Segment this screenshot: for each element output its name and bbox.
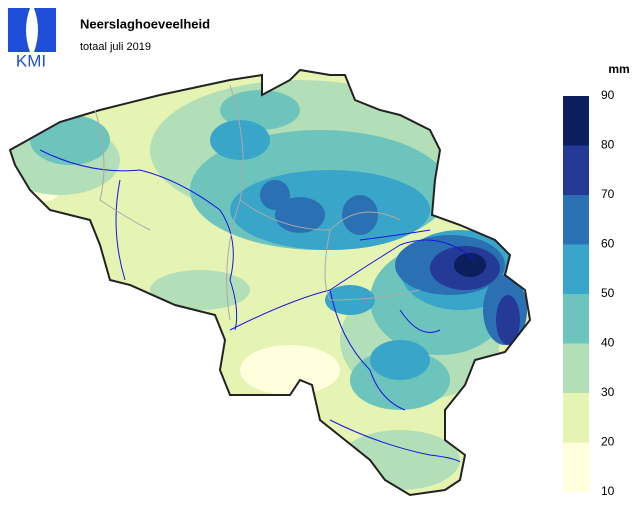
legend-swatch	[563, 145, 589, 195]
legend-tick-label: 50	[601, 286, 615, 300]
legend-tick-label: 30	[601, 385, 615, 399]
rain-map	[10, 70, 530, 495]
province-borders	[94, 84, 421, 321]
rivers	[39, 149, 476, 463]
legend: 10 20 30 40 50 60 70 80 90	[563, 88, 615, 498]
legend-swatch	[563, 96, 589, 146]
title: Neerslaghoeveelheid	[80, 16, 210, 31]
legend-tick-label: 70	[601, 187, 615, 201]
logo: KMI	[8, 8, 56, 70]
rain-zone	[342, 195, 378, 235]
legend-swatch	[563, 442, 589, 492]
legend-swatch	[563, 244, 589, 294]
legend-tick-label: 80	[601, 138, 615, 152]
logo-text: KMI	[16, 51, 46, 70]
legend-tick-label: 10	[601, 484, 615, 498]
rain-zone	[260, 180, 290, 210]
rain-zone	[210, 120, 270, 160]
rain-zone	[150, 270, 250, 310]
rain-zone	[240, 345, 340, 395]
legend-swatch	[563, 343, 589, 393]
rain-zone	[230, 170, 430, 250]
legend-swatch	[563, 195, 589, 245]
rain-zone	[340, 430, 460, 490]
subtitle: totaal juli 2019	[80, 41, 151, 53]
legend-swatch	[563, 294, 589, 344]
rain-zone	[370, 340, 430, 380]
legend-unit: mm	[608, 62, 629, 76]
rain-zone	[454, 253, 486, 277]
legend-tick-label: 90	[601, 88, 615, 102]
legend-tick-label: 20	[601, 435, 615, 449]
rain-zone	[496, 295, 520, 345]
legend-tick-label: 60	[601, 237, 615, 251]
legend-swatch	[563, 393, 589, 443]
legend-tick-label: 40	[601, 336, 615, 350]
